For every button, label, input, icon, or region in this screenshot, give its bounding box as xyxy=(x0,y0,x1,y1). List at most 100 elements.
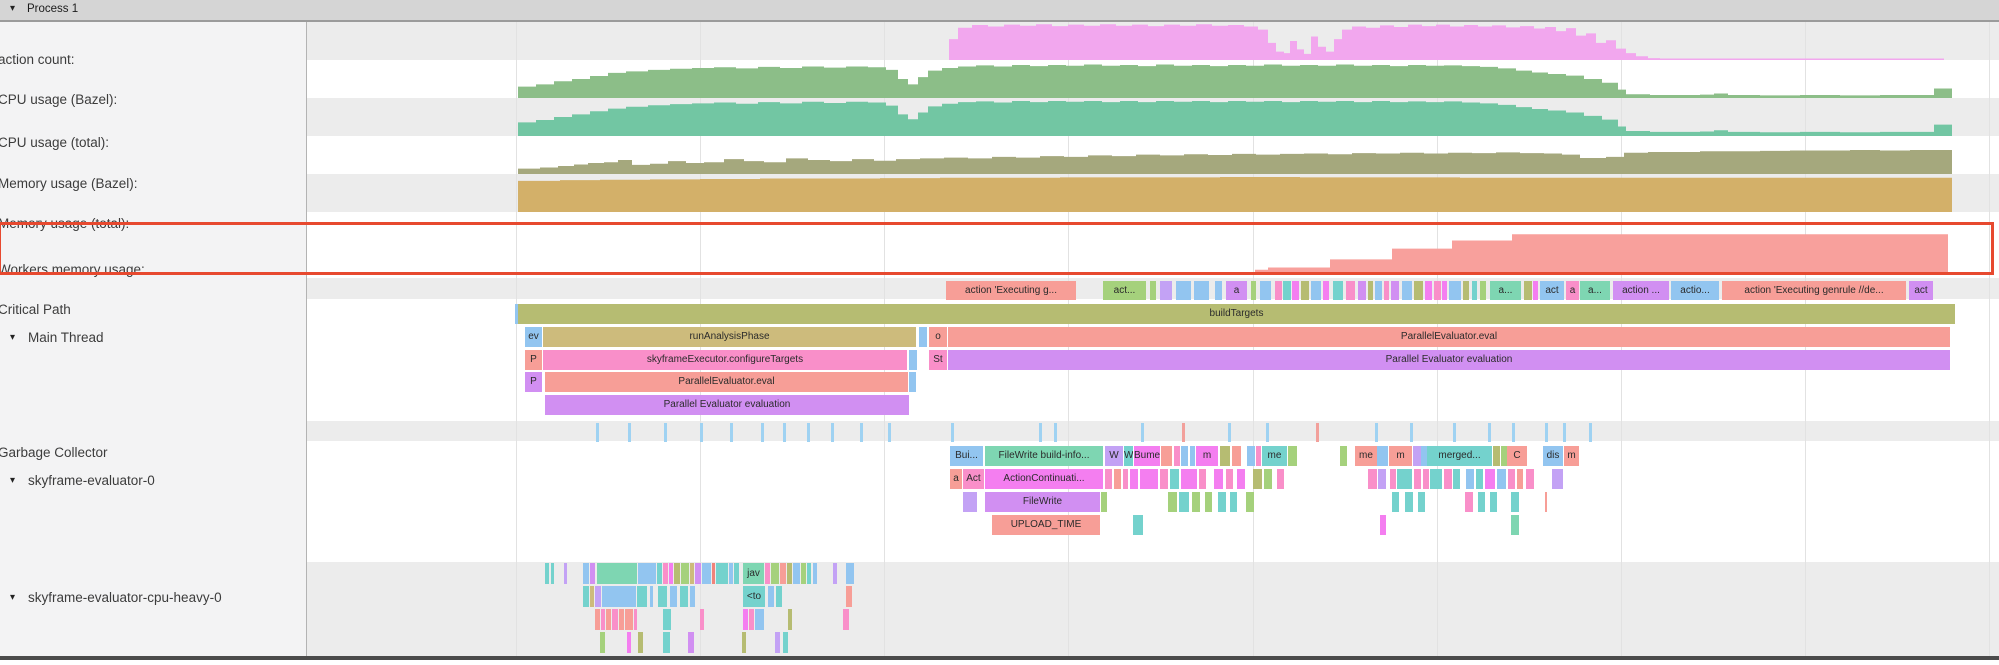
main-thread-span-slice[interactable] xyxy=(515,304,518,324)
main-thread-span-ev[interactable]: ev xyxy=(525,327,542,347)
skyframe-evaluator-span-slice[interactable] xyxy=(1552,469,1563,489)
cpu-heavy-span-slice[interactable] xyxy=(702,563,711,584)
critical-path-span-slice[interactable] xyxy=(1414,281,1423,300)
counter-chart-action-count[interactable] xyxy=(0,22,1999,60)
skyframe-evaluator-span-upload-time[interactable]: UPLOAD_TIME xyxy=(992,515,1100,535)
critical-path-span-slice[interactable] xyxy=(1524,281,1532,300)
cpu-heavy-span-slice[interactable] xyxy=(734,563,739,584)
sidebar-item-main-thread[interactable]: Main Thread xyxy=(28,330,104,345)
cpu-heavy-span-slice[interactable] xyxy=(787,563,792,584)
main-thread-span-buildtargets[interactable]: buildTargets xyxy=(518,304,1955,324)
critical-path-span-slice[interactable] xyxy=(1176,281,1191,300)
sidebar-item-critical-path[interactable]: Critical Path xyxy=(0,302,71,317)
cpu-heavy-span-slice[interactable] xyxy=(833,563,837,584)
gc-tick[interactable] xyxy=(1375,423,1378,442)
gc-tick[interactable] xyxy=(807,423,810,442)
skyframe-evaluator-span-me[interactable]: me xyxy=(1355,446,1377,466)
skyframe-evaluator-span-slice[interactable] xyxy=(1380,515,1386,535)
skyframe-evaluator-span-merged[interactable]: merged... xyxy=(1427,446,1492,466)
cpu-heavy-span-slice[interactable] xyxy=(669,563,673,584)
skyframe-evaluator-span-slice[interactable] xyxy=(1511,515,1519,535)
critical-path-span-slice[interactable] xyxy=(1358,281,1366,300)
sidebar-item-memory-usage-bazel[interactable]: Memory usage (Bazel): xyxy=(0,176,138,191)
critical-path-span-actio[interactable]: actio... xyxy=(1671,281,1719,300)
critical-path-span-action-executing-g[interactable]: action 'Executing g... xyxy=(946,281,1076,300)
cpu-heavy-span-slice[interactable] xyxy=(583,563,589,584)
skyframe-evaluator-span-slice[interactable] xyxy=(1199,469,1206,489)
cpu-heavy-span-slice[interactable] xyxy=(749,609,754,630)
skyframe-evaluator-span-slice[interactable] xyxy=(1230,492,1237,512)
gc-tick[interactable] xyxy=(628,423,631,442)
critical-path-span-slice[interactable] xyxy=(1260,281,1271,300)
cpu-heavy-span-slice[interactable] xyxy=(663,632,670,653)
gc-tick[interactable] xyxy=(1512,423,1515,442)
gc-tick[interactable] xyxy=(783,423,786,442)
critical-path-span-slice[interactable] xyxy=(1391,281,1399,300)
skyframe-evaluator-span-slice[interactable] xyxy=(1192,492,1200,512)
gc-tick[interactable] xyxy=(1266,423,1269,442)
cpu-heavy-span-slice[interactable] xyxy=(780,563,786,584)
sidebar-item-cpu-usage-bazel[interactable]: CPU usage (Bazel): xyxy=(0,92,118,107)
cpu-heavy-span-slice[interactable] xyxy=(765,563,770,584)
cpu-heavy-span-slice[interactable] xyxy=(807,563,811,584)
main-thread-span-o[interactable]: o xyxy=(929,327,947,347)
sidebar-item-garbage-collector[interactable]: Garbage Collector xyxy=(0,445,108,460)
cpu-heavy-span-slice[interactable] xyxy=(606,609,611,630)
cpu-heavy-span-slice[interactable] xyxy=(680,586,688,607)
critical-path-span-slice[interactable] xyxy=(1160,281,1172,300)
cpu-heavy-span-slice[interactable] xyxy=(637,586,647,607)
skyframe-evaluator-span-slice[interactable] xyxy=(1392,492,1399,512)
skyframe-evaluator-span-slice[interactable] xyxy=(1418,492,1425,512)
skyframe-evaluator-span-slice[interactable] xyxy=(1105,469,1112,489)
gc-tick[interactable] xyxy=(1410,423,1413,442)
sidebar-item-skyframe-evaluator-0[interactable]: skyframe-evaluator-0 xyxy=(28,473,155,488)
skyframe-evaluator-span-actioncontinuati[interactable]: ActionContinuati... xyxy=(985,469,1103,489)
skyframe-evaluator-span-slice[interactable] xyxy=(1264,469,1272,489)
critical-path-span-slice[interactable] xyxy=(1480,281,1486,300)
skyframe-evaluator-span-slice[interactable] xyxy=(1161,446,1172,466)
gc-tick[interactable] xyxy=(1545,423,1548,442)
cpu-heavy-span-slice[interactable] xyxy=(688,632,694,653)
skyframe-evaluator-span-slice[interactable] xyxy=(1218,492,1226,512)
skyframe-evaluator-span-slice[interactable] xyxy=(1256,446,1261,466)
main-thread-span-parallel-evaluator-evaluation[interactable]: Parallel Evaluator evaluation xyxy=(948,350,1950,370)
critical-path-span-slice[interactable] xyxy=(1533,281,1538,300)
gc-tick[interactable] xyxy=(951,423,954,442)
skyframe-evaluator-span-slice[interactable] xyxy=(1168,492,1177,512)
skyframe-evaluator-span-c[interactable]: C xyxy=(1507,446,1527,466)
critical-path-span-action[interactable]: action ... xyxy=(1613,281,1669,300)
critical-path-span-slice[interactable] xyxy=(1425,281,1432,300)
cpu-heavy-span-slice[interactable] xyxy=(583,586,589,607)
skyframe-evaluator-span-w[interactable]: W xyxy=(1124,446,1133,466)
cpu-heavy-span-slice[interactable] xyxy=(716,563,728,584)
skyframe-evaluator-span-slice[interactable] xyxy=(1123,469,1128,489)
skyframe-evaluator-span-slice[interactable] xyxy=(1490,492,1497,512)
gc-tick[interactable] xyxy=(1228,423,1231,442)
cpu-heavy-span-slice[interactable] xyxy=(670,586,677,607)
skyframe-evaluator-span-slice[interactable] xyxy=(1413,446,1421,466)
skyframe-evaluator-span-slice[interactable] xyxy=(1205,492,1212,512)
cpu-heavy-span-slice[interactable] xyxy=(690,563,694,584)
skyframe-evaluator-span-slice[interactable] xyxy=(1444,469,1452,489)
gc-tick[interactable] xyxy=(596,423,599,442)
skyframe-evaluator-span-slice[interactable] xyxy=(1497,469,1506,489)
critical-path-span-slice[interactable] xyxy=(1333,281,1343,300)
cpu-heavy-span-slice[interactable] xyxy=(597,563,637,584)
gc-tick[interactable] xyxy=(1039,423,1042,442)
cpu-heavy-span-slice[interactable] xyxy=(768,586,774,607)
skyframe-evaluator-span-slice[interactable] xyxy=(1160,469,1168,489)
critical-path-span-a[interactable]: a xyxy=(1566,281,1579,300)
critical-path-span-slice[interactable] xyxy=(1292,281,1299,300)
main-thread-span-p[interactable]: P xyxy=(525,372,542,392)
skyframe-evaluator-span-slice[interactable] xyxy=(1508,469,1515,489)
critical-path-span-a[interactable]: a xyxy=(1226,281,1247,300)
cpu-heavy-span-slice[interactable] xyxy=(619,609,624,630)
gc-tick[interactable] xyxy=(888,423,891,442)
gc-tick[interactable] xyxy=(1563,423,1566,442)
critical-path-span-a[interactable]: a... xyxy=(1580,281,1610,300)
gc-tick[interactable] xyxy=(1589,423,1592,442)
sidebar-item-skyframe-evaluator-cpu-heavy-0[interactable]: skyframe-evaluator-cpu-heavy-0 xyxy=(28,590,222,605)
cpu-heavy-span-slice[interactable] xyxy=(788,609,792,630)
cpu-heavy-span-slice[interactable] xyxy=(776,586,782,607)
gc-tick[interactable] xyxy=(700,423,703,442)
